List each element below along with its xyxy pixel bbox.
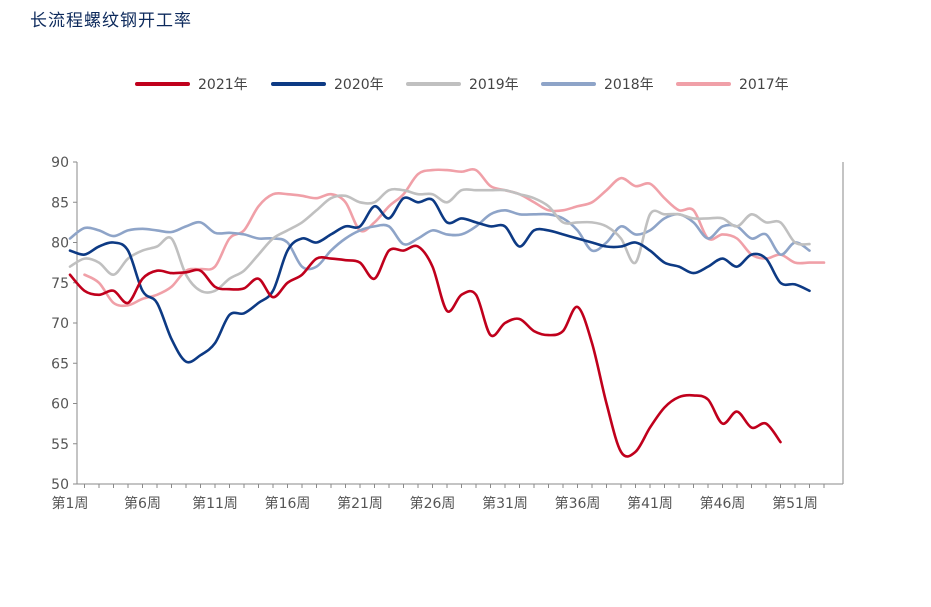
y-tick-label: 70 <box>51 316 69 332</box>
y-tick-label: 50 <box>51 477 69 493</box>
legend-label-2018: 2018年 <box>604 77 654 93</box>
legend-item-2017: 2017年 <box>676 72 789 96</box>
y-tick-label: 60 <box>51 397 69 413</box>
x-tick-label: 第11周 <box>192 495 238 512</box>
x-tick-label: 第46周 <box>700 495 746 512</box>
x-tick-label: 第31周 <box>482 495 528 512</box>
legend-swatch-2019 <box>406 82 461 86</box>
legend-label-2021: 2021年 <box>198 77 248 93</box>
x-tick-label: 第21周 <box>337 495 383 512</box>
y-tick-label: 85 <box>51 195 69 211</box>
x-tick-label: 第51周 <box>772 495 818 512</box>
legend-item-2020: 2020年 <box>271 72 384 96</box>
series-line-2021 <box>68 244 782 458</box>
chart-title: 长流程螺纹钢开工率 <box>30 11 192 31</box>
legend-swatch-2018 <box>541 82 596 86</box>
legend-swatch-2020 <box>271 82 326 86</box>
legend-item-2021: 2021年 <box>135 72 248 96</box>
x-tick-label: 第26周 <box>410 495 456 512</box>
series-line-2020 <box>68 196 811 364</box>
y-tick-label: 75 <box>51 276 69 292</box>
legend-swatch-2021 <box>135 82 190 86</box>
x-tick-label: 第36周 <box>555 495 601 512</box>
y-tick-label: 55 <box>51 437 69 453</box>
series-line-2019 <box>68 187 811 294</box>
x-tick-label: 第1周 <box>52 495 89 512</box>
legend: 2021年 2020年 2019年 2018年 2017年 <box>0 72 931 96</box>
legend-item-2018: 2018年 <box>541 72 654 96</box>
x-tick-label: 第16周 <box>265 495 311 512</box>
legend-label-2017: 2017年 <box>739 77 789 93</box>
legend-label-2019: 2019年 <box>469 77 519 93</box>
x-tick-label: 第6周 <box>124 495 161 512</box>
y-tick-label: 90 <box>51 155 69 171</box>
y-tick-label: 80 <box>51 236 69 252</box>
x-tick-label: 第41周 <box>627 495 673 512</box>
series-line-2017 <box>83 168 826 308</box>
legend-label-2020: 2020年 <box>334 77 384 93</box>
legend-swatch-2017 <box>676 82 731 86</box>
legend-item-2019: 2019年 <box>406 72 519 96</box>
y-tick-label: 65 <box>51 356 69 372</box>
